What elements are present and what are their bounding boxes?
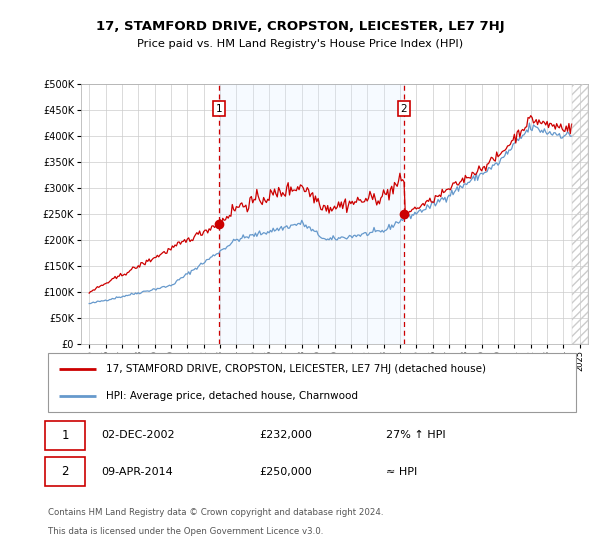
FancyBboxPatch shape <box>48 353 576 412</box>
Text: 17, STAMFORD DRIVE, CROPSTON, LEICESTER, LE7 7HJ (detached house): 17, STAMFORD DRIVE, CROPSTON, LEICESTER,… <box>106 363 486 374</box>
Text: 1: 1 <box>215 104 222 114</box>
Text: 09-APR-2014: 09-APR-2014 <box>101 466 173 477</box>
Bar <box>218 84 404 344</box>
Text: Contains HM Land Registry data © Crown copyright and database right 2024.: Contains HM Land Registry data © Crown c… <box>48 508 383 517</box>
Text: 17, STAMFORD DRIVE, CROPSTON, LEICESTER, LE7 7HJ: 17, STAMFORD DRIVE, CROPSTON, LEICESTER,… <box>95 20 505 32</box>
Text: HPI: Average price, detached house, Charnwood: HPI: Average price, detached house, Char… <box>106 391 358 401</box>
Text: 2: 2 <box>61 465 69 478</box>
Text: ≈ HPI: ≈ HPI <box>386 466 417 477</box>
Text: Price paid vs. HM Land Registry's House Price Index (HPI): Price paid vs. HM Land Registry's House … <box>137 39 463 49</box>
Text: £232,000: £232,000 <box>259 430 312 440</box>
Text: 02-DEC-2002: 02-DEC-2002 <box>101 430 175 440</box>
Text: £250,000: £250,000 <box>259 466 312 477</box>
Text: This data is licensed under the Open Government Licence v3.0.: This data is licensed under the Open Gov… <box>48 528 323 536</box>
Text: 1: 1 <box>61 428 69 442</box>
Text: 2: 2 <box>401 104 407 114</box>
FancyBboxPatch shape <box>46 457 85 486</box>
FancyBboxPatch shape <box>46 421 85 450</box>
Text: 27% ↑ HPI: 27% ↑ HPI <box>386 430 446 440</box>
